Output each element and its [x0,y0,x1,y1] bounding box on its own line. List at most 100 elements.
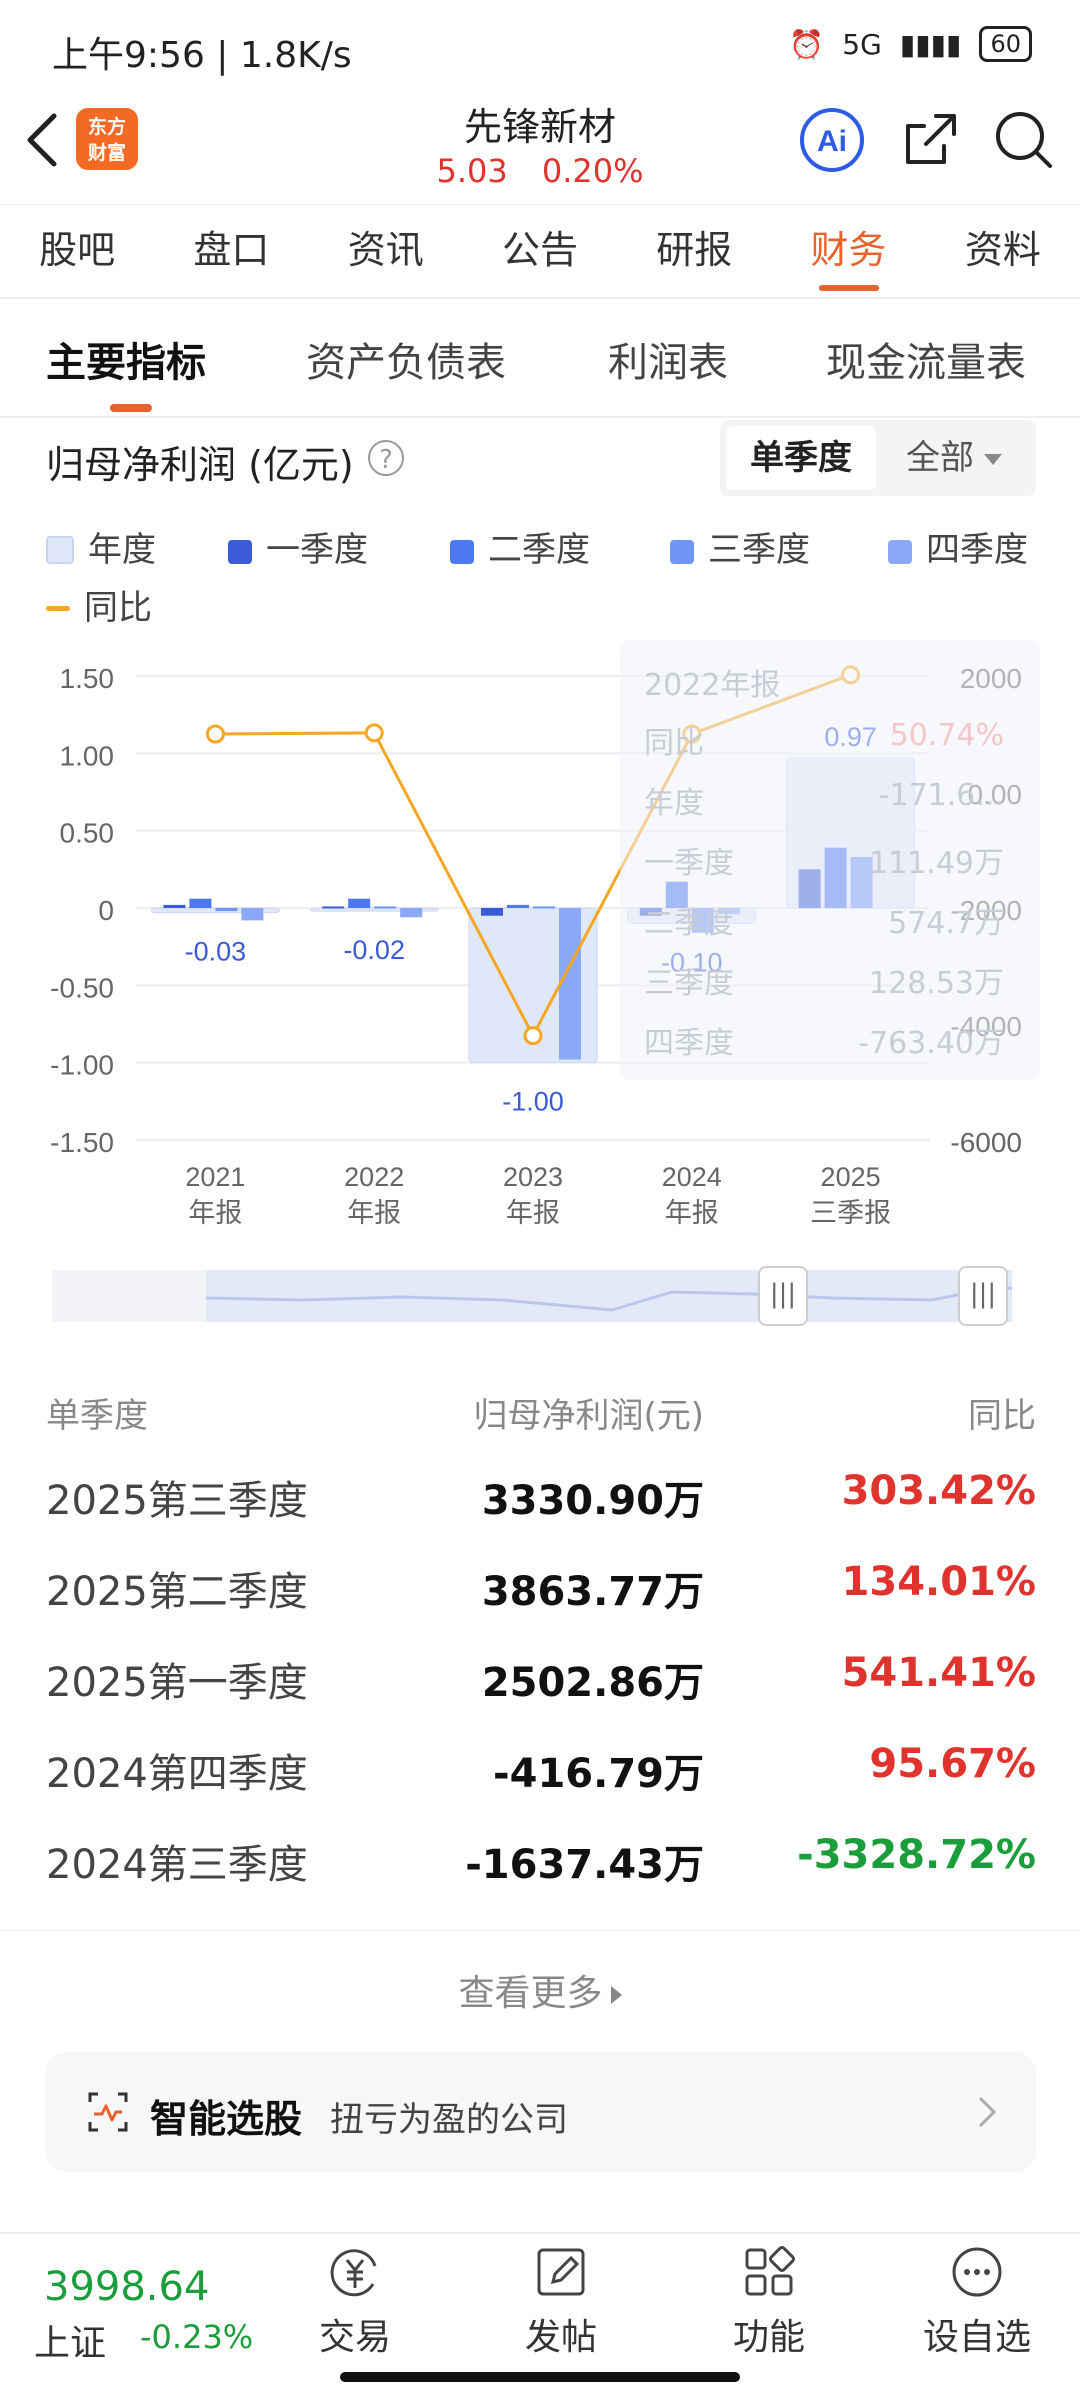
stock-change-pct: 0.20% [541,152,644,190]
tooltip-row-label: 四季度 [644,1026,734,1061]
more-dots-icon [952,2247,1002,2297]
quarter-bar [215,908,238,912]
stock-price: 5.03 [436,152,508,190]
battery-icon: 60 [979,26,1032,62]
legend-yoy[interactable]: 同比 [46,580,152,629]
x-tick-label: 2024 [662,1162,722,1192]
legend-label: 四季度 [926,530,1028,570]
segment-single-quarter[interactable]: 单季度 [726,426,876,490]
tab-pankou[interactable]: 盘口 [193,228,270,272]
trade-yen-icon [330,2249,377,2297]
quarter-bar [322,906,345,909]
app-logo[interactable]: 东方 财富 [76,108,138,170]
y-tick-left: -1.00 [50,1050,114,1081]
bar-data-label: -1.00 [502,1087,564,1117]
x-tick-label: 年报 [188,1198,242,1228]
slider-handle-right[interactable]: ||| [958,1266,1008,1326]
stock-name: 先锋新材 [463,105,616,149]
view-more-link[interactable]: 查看更多 [0,1964,1080,2016]
x-tick-label: 年报 [665,1198,719,1228]
chart-range-slider[interactable]: ||| ||| [52,1266,1013,1326]
bar-data-label: -0.02 [343,935,405,965]
subtab-key-indicators[interactable]: 主要指标 [46,340,206,386]
ai-assistant-icon[interactable]: Ai [798,106,866,174]
nav-post[interactable]: 发帖 [486,2242,636,2360]
caret-right-icon [610,1986,622,2004]
x-tick-label: 年报 [347,1198,401,1228]
table-header-yoy: 同比 [968,1396,1036,1436]
view-more-label: 查看更多 [458,1973,603,2014]
tooltip-row-value: 50.74% [889,718,1004,753]
status-time: 上午9:56 | 1.8K/s [52,35,352,76]
legend-q3[interactable]: 三季度 [670,522,810,571]
subtab-balance-sheet[interactable]: 资产负债表 [306,340,506,386]
tab-news[interactable]: 资讯 [347,228,424,272]
table-row[interactable]: 2025第三季度 3330.90万 303.42% [0,1448,1080,1538]
legend-swatch-q1 [228,540,252,564]
subtab-income-statement[interactable]: 利润表 [608,340,728,386]
legend-swatch-yoy [46,606,70,611]
stock-header: 东方 财富 先锋新材 5.03 0.20% Ai [0,96,1080,204]
row-quarter: 2025第二季度 [46,1569,308,1615]
legend-annual[interactable]: 年度 [46,522,156,571]
legend-q2[interactable]: 二季度 [450,522,590,571]
tab-profile[interactable]: 资料 [964,228,1041,272]
quarter-bar [481,908,503,916]
slider-preview [205,1270,1013,1322]
edit-post-icon [537,2248,585,2296]
table-row[interactable]: 2025第一季度 2502.86万 541.41% [0,1630,1080,1720]
back-arrow-icon[interactable] [18,110,68,170]
chart-tooltip: 2022年报 同比 50.74% 年度 -171.6... 一季度 111.49… [620,640,1040,1080]
legend-swatch-q2 [450,540,474,564]
legend-q1[interactable]: 一季度 [228,522,368,571]
tab-guba[interactable]: 股吧 [39,228,116,272]
smart-stock-pick-card[interactable]: 智能选股 扭亏为盈的公司 [46,2052,1036,2172]
quarter-bar [400,908,423,918]
nav-functions[interactable]: 功能 [694,2242,844,2360]
search-icon[interactable] [990,106,1058,174]
logo-line1: 东方 [87,116,126,138]
table-header-net-profit: 归母净利润(元) [473,1396,704,1436]
legend-label: 三季度 [708,530,810,570]
row-value: 2502.86万 [481,1660,704,1706]
nav-add-watchlist[interactable]: 设自选 [902,2242,1052,2360]
nav-label: 交易 [318,2317,391,2358]
status-icons: ⏰ 5G ▮▮▮▮ 60 [789,26,1032,62]
legend-q4[interactable]: 四季度 [888,522,1028,571]
row-quarter: 2025第一季度 [46,1660,308,1706]
smart-pick-desc: 扭亏为盈的公司 [330,2100,568,2140]
y-tick-left: 0 [98,895,114,926]
signal-label: 5G [842,27,882,61]
subtab-cash-flow[interactable]: 现金流量表 [826,340,1026,386]
tooltip-row-value: -171.6... [878,778,1004,813]
slider-selected-range [206,1270,1012,1322]
tab-announcements[interactable]: 公告 [501,228,578,272]
help-icon[interactable]: ? [368,440,404,476]
table-row[interactable]: 2024第四季度 -416.79万 95.67% [0,1721,1080,1811]
quarter-bar [507,904,529,908]
nav-label: 功能 [732,2317,805,2358]
x-tick-label: 年报 [506,1198,560,1228]
slider-handle-left[interactable]: ||| [758,1266,808,1326]
share-icon[interactable] [896,106,964,174]
tooltip-row-value: 111.49万 [869,846,1004,881]
nav-trade[interactable]: 交易 [280,2242,430,2360]
subtab-active-indicator [110,404,152,412]
nav-label: 设自选 [922,2317,1031,2358]
segment-all-dropdown[interactable]: 全部 [906,426,1002,490]
y-tick-left: -0.50 [50,972,114,1003]
row-value: -1637.43万 [465,1842,704,1888]
bar-data-label: -0.03 [185,937,247,967]
y-tick-left: 1.00 [60,740,115,771]
tab-finance[interactable]: 财务 [771,205,925,297]
quarter-bar [559,908,581,1060]
tab-research[interactable]: 研报 [656,228,733,272]
table-row[interactable]: 2024第三季度 -1637.43万 -3328.72% [0,1812,1080,1902]
tooltip-row-value: 574.7万 [888,906,1004,941]
quarter-bar [348,898,371,908]
legend-label: 一季度 [266,530,368,570]
legend-swatch-q3 [670,540,694,564]
table-row[interactable]: 2025第二季度 3863.77万 134.01% [0,1539,1080,1629]
quarter-bar [533,906,555,909]
tooltip-row-label: 二季度 [644,906,734,941]
